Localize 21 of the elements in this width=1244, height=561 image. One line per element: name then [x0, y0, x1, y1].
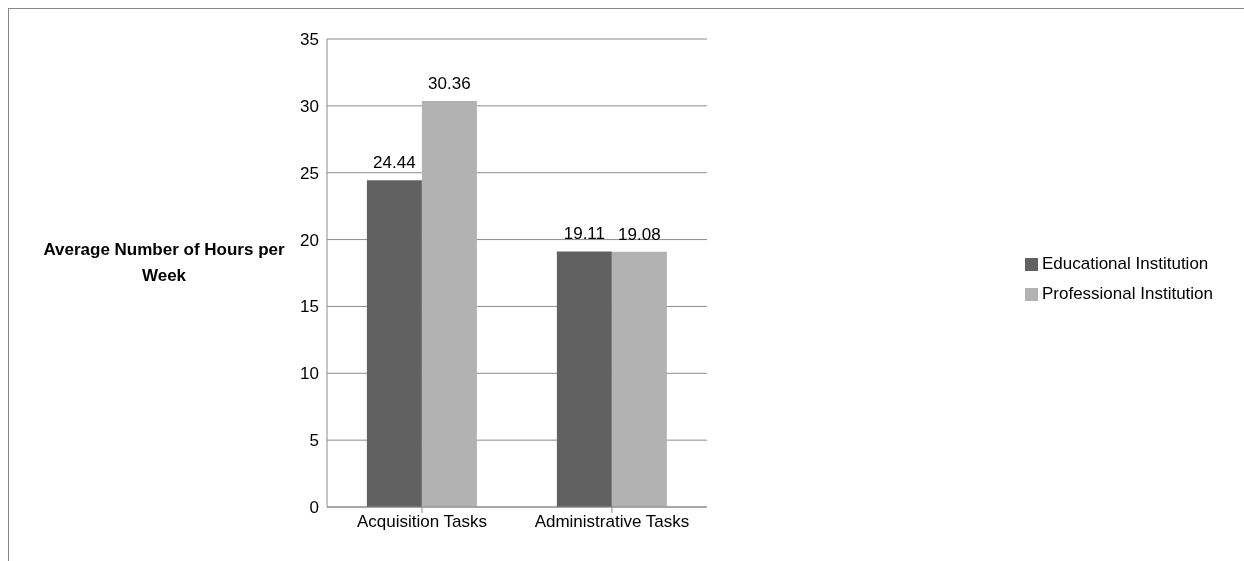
y-tick-label: 20 — [300, 230, 319, 250]
bar — [366, 180, 422, 507]
data-label: 30.36 — [428, 74, 471, 94]
y-tick-label: 5 — [309, 431, 319, 451]
legend-label: Professional Institution — [1041, 284, 1213, 303]
data-label: 19.11 — [563, 224, 606, 244]
y-tick-label: 25 — [300, 163, 319, 183]
x-tick-label: Administrative Tasks — [534, 512, 690, 532]
y-tick-label: 10 — [300, 364, 319, 384]
y-axis-title: Average Number of Hours per Week — [42, 239, 286, 287]
legend-label: Educational Institution — [1041, 254, 1209, 273]
bar — [611, 251, 667, 507]
data-label: 24.44 — [373, 153, 416, 173]
y-tick-label: 15 — [300, 297, 319, 317]
y-tick-label: 35 — [300, 30, 319, 50]
bar — [421, 101, 477, 507]
bar — [556, 251, 612, 507]
y-tick-label: 0 — [309, 498, 319, 518]
data-label: 19.08 — [618, 224, 661, 244]
y-tick-label: 30 — [300, 96, 319, 116]
x-tick-label: Acquisition Tasks — [356, 512, 488, 532]
